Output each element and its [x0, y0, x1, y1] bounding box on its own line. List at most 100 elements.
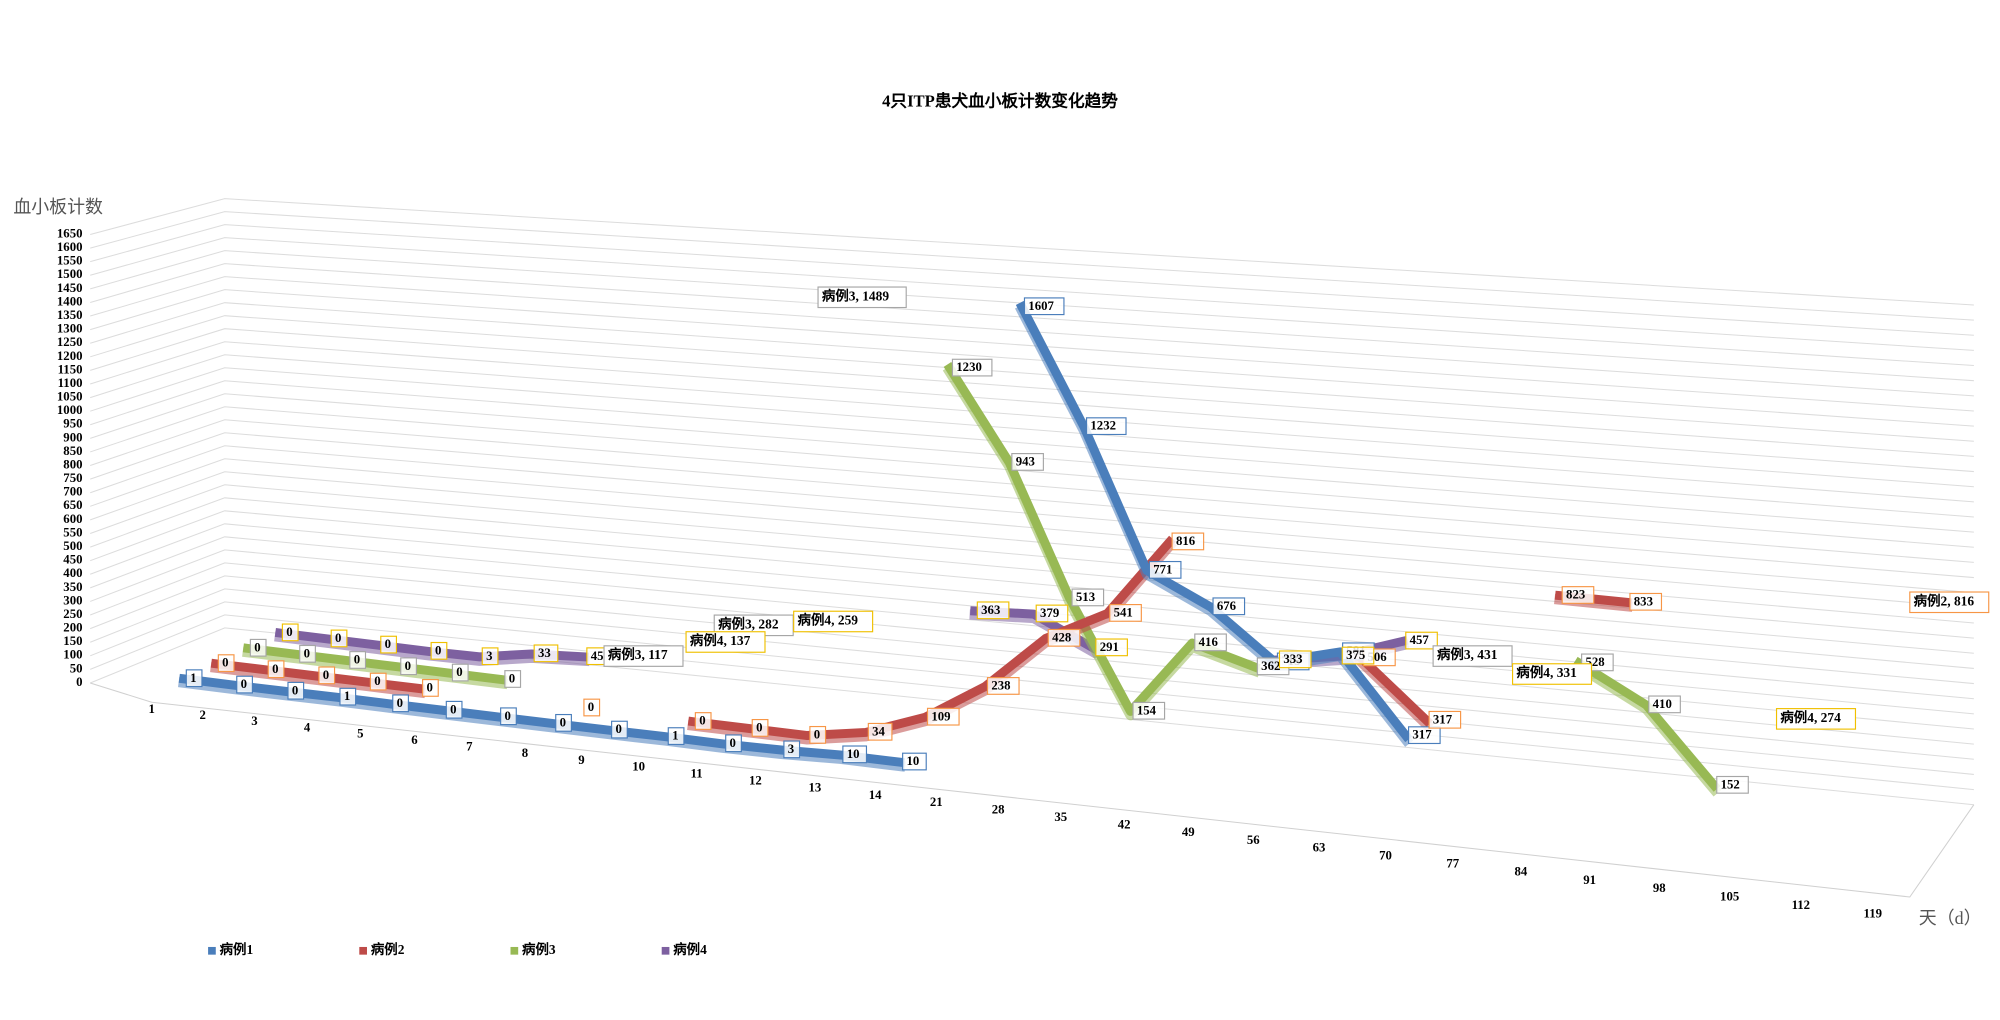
grid-line	[90, 458, 1974, 609]
chart-title: 4只ITP患犬血小板计数变化趋势	[882, 90, 1118, 110]
data-label-box	[1212, 597, 1246, 616]
data-label: 823	[1566, 588, 1585, 602]
data-label-box	[445, 700, 463, 719]
data-label: 10	[906, 754, 919, 768]
data-label-box	[1095, 638, 1128, 657]
annotation-box	[817, 286, 907, 309]
data-label: 109	[931, 709, 950, 723]
x-tick-label: 77	[1446, 856, 1459, 870]
annotation: 病例4, 137	[690, 632, 751, 648]
grid-line	[90, 432, 1974, 579]
data-label: 0	[286, 625, 292, 639]
grid-line	[90, 237, 1974, 351]
data-label-box	[842, 745, 868, 764]
x-tick-label: 8	[522, 746, 528, 760]
data-label: 0	[450, 702, 456, 716]
data-label-box	[555, 713, 572, 732]
x-tick-label: 1	[149, 702, 155, 716]
grid-line	[90, 484, 1974, 639]
data-label-box	[902, 752, 927, 771]
annotation: 病例4, 259	[798, 612, 859, 628]
grid-line	[90, 497, 1974, 654]
data-label-box	[1011, 453, 1044, 471]
data-label: 457	[1410, 633, 1430, 647]
annotation-box	[793, 610, 874, 633]
x-tick-label: 28	[992, 802, 1005, 816]
y-tick-label: 350	[63, 580, 82, 594]
data-label-box	[1132, 701, 1166, 720]
annotation-box	[1511, 663, 1593, 685]
legend-label: 病例1	[220, 941, 254, 957]
data-label-box	[751, 718, 769, 737]
data-label: 0	[699, 714, 705, 728]
grid-line	[90, 328, 1974, 457]
y-tick-label: 1600	[57, 240, 83, 254]
data-label: 943	[1016, 454, 1035, 468]
data-label: 0	[588, 700, 594, 714]
legend-swatch	[208, 946, 216, 955]
data-label-box	[349, 651, 367, 669]
data-label: 362	[1261, 659, 1280, 673]
y-tick-label: 0	[76, 675, 82, 689]
annotation: 病例3, 1489	[822, 287, 889, 303]
data-label-box	[422, 679, 439, 697]
data-label: 541	[1114, 606, 1133, 620]
data-label-box	[611, 720, 628, 739]
grid-line	[90, 471, 1974, 624]
data-label: 0	[435, 643, 441, 657]
series-line	[274, 628, 590, 662]
data-label: 291	[1100, 640, 1119, 654]
grid-line	[90, 419, 1974, 563]
x-tick-label: 13	[808, 781, 821, 795]
data-label-box	[380, 635, 398, 654]
y-tick-label: 1100	[58, 376, 83, 390]
data-label: 1	[190, 671, 196, 685]
data-label: 0	[254, 640, 260, 654]
annotation-box	[1909, 591, 1990, 614]
data-label-box	[217, 654, 235, 673]
data-label: 0	[426, 681, 432, 695]
data-label-box	[330, 629, 348, 648]
data-label: 0	[304, 646, 310, 660]
annotation: 病例3, 282	[718, 615, 779, 631]
data-label: 0	[354, 653, 360, 667]
data-label-box	[1648, 695, 1681, 714]
x-tick-label: 9	[578, 753, 584, 767]
legend-label: 病例3	[522, 941, 556, 957]
data-label-box	[500, 707, 517, 726]
y-tick-label: 1050	[57, 390, 83, 404]
y-tick-label: 400	[63, 566, 82, 580]
series-line	[1354, 651, 1433, 727]
data-label-box	[451, 663, 469, 682]
data-label: 0	[335, 631, 341, 645]
data-label-box	[725, 734, 742, 753]
data-label-box	[1561, 586, 1595, 604]
x-tick-label: 98	[1653, 881, 1666, 895]
data-label: 0	[509, 672, 515, 686]
data-label: 676	[1217, 599, 1237, 613]
data-label: 0	[504, 709, 510, 723]
data-label-box	[369, 672, 387, 691]
data-label-box	[1047, 628, 1081, 647]
y-tick-label: 850	[63, 444, 82, 458]
y-axis-title: 血小板计数	[13, 197, 103, 217]
grid-line	[90, 393, 1974, 533]
x-tick-label: 42	[1118, 817, 1131, 831]
y-tick-label: 1350	[57, 308, 83, 322]
data-label: 0	[405, 659, 411, 673]
data-label: 833	[1634, 594, 1653, 608]
annotation: 病例4, 274	[1780, 709, 1841, 725]
x-tick-label: 3	[251, 714, 257, 728]
data-label-box	[430, 641, 448, 660]
annotation-box	[1775, 708, 1857, 730]
data-label-box	[339, 687, 357, 706]
y-tick-label: 1650	[57, 226, 83, 240]
x-tick-label: 5	[357, 727, 363, 741]
y-tick-label: 700	[63, 485, 82, 499]
grid-line	[90, 354, 1974, 488]
annotation-box	[1432, 645, 1513, 667]
grid-line	[90, 588, 1974, 760]
